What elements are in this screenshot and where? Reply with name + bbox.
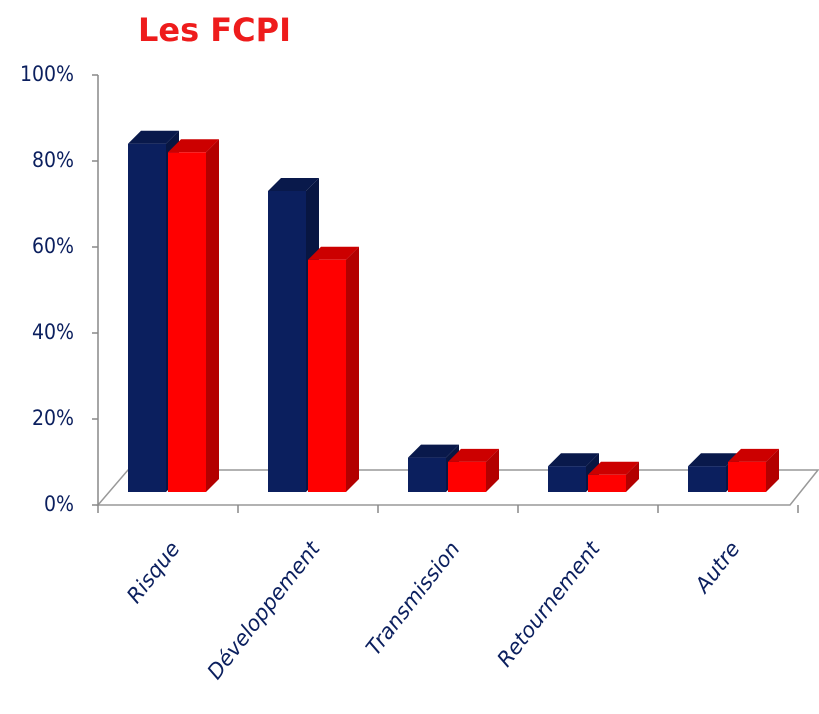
bar-front	[168, 152, 206, 493]
y-tick-label: 0%	[44, 492, 74, 516]
bar	[168, 139, 219, 493]
chart-title: Les FCPI	[138, 11, 291, 49]
bar-top	[448, 448, 499, 462]
bar-front	[588, 474, 626, 492]
bar-top	[588, 461, 639, 475]
x-tick-label: Transmission	[361, 537, 464, 660]
bar-front	[688, 466, 726, 492]
bar-side	[346, 246, 359, 492]
y-tick-label: 100%	[20, 62, 74, 86]
y-tick-label: 60%	[32, 234, 74, 258]
bar	[728, 448, 779, 492]
bar-side	[626, 461, 639, 492]
x-tick-label: Développement	[203, 536, 326, 683]
bar-side	[766, 448, 779, 492]
x-tick-label: Risque	[122, 537, 185, 608]
bar-front	[728, 461, 766, 492]
x-tick-label: Autre	[689, 537, 745, 599]
bar	[308, 246, 359, 492]
bar-top	[548, 453, 599, 467]
bar-top	[168, 139, 219, 153]
bar	[588, 461, 639, 492]
bar-front	[268, 191, 306, 492]
bar-top	[728, 448, 779, 462]
bar-top	[688, 453, 739, 467]
bar-side	[486, 448, 499, 492]
bar-top	[408, 444, 459, 458]
bar-front	[128, 143, 166, 492]
bar-front	[448, 461, 486, 492]
bar-top	[268, 178, 319, 191]
bar-top	[308, 246, 359, 260]
y-tick-label: 80%	[32, 148, 74, 172]
bar-top	[128, 130, 179, 144]
y-tick-label: 40%	[32, 320, 74, 344]
x-tick-label: Retournement	[492, 536, 605, 671]
bar-front	[408, 457, 446, 492]
bar-front	[548, 466, 586, 492]
y-tick-label: 20%	[32, 406, 74, 430]
bar	[448, 448, 499, 492]
bar-side	[206, 139, 219, 493]
bar-front	[308, 259, 346, 492]
